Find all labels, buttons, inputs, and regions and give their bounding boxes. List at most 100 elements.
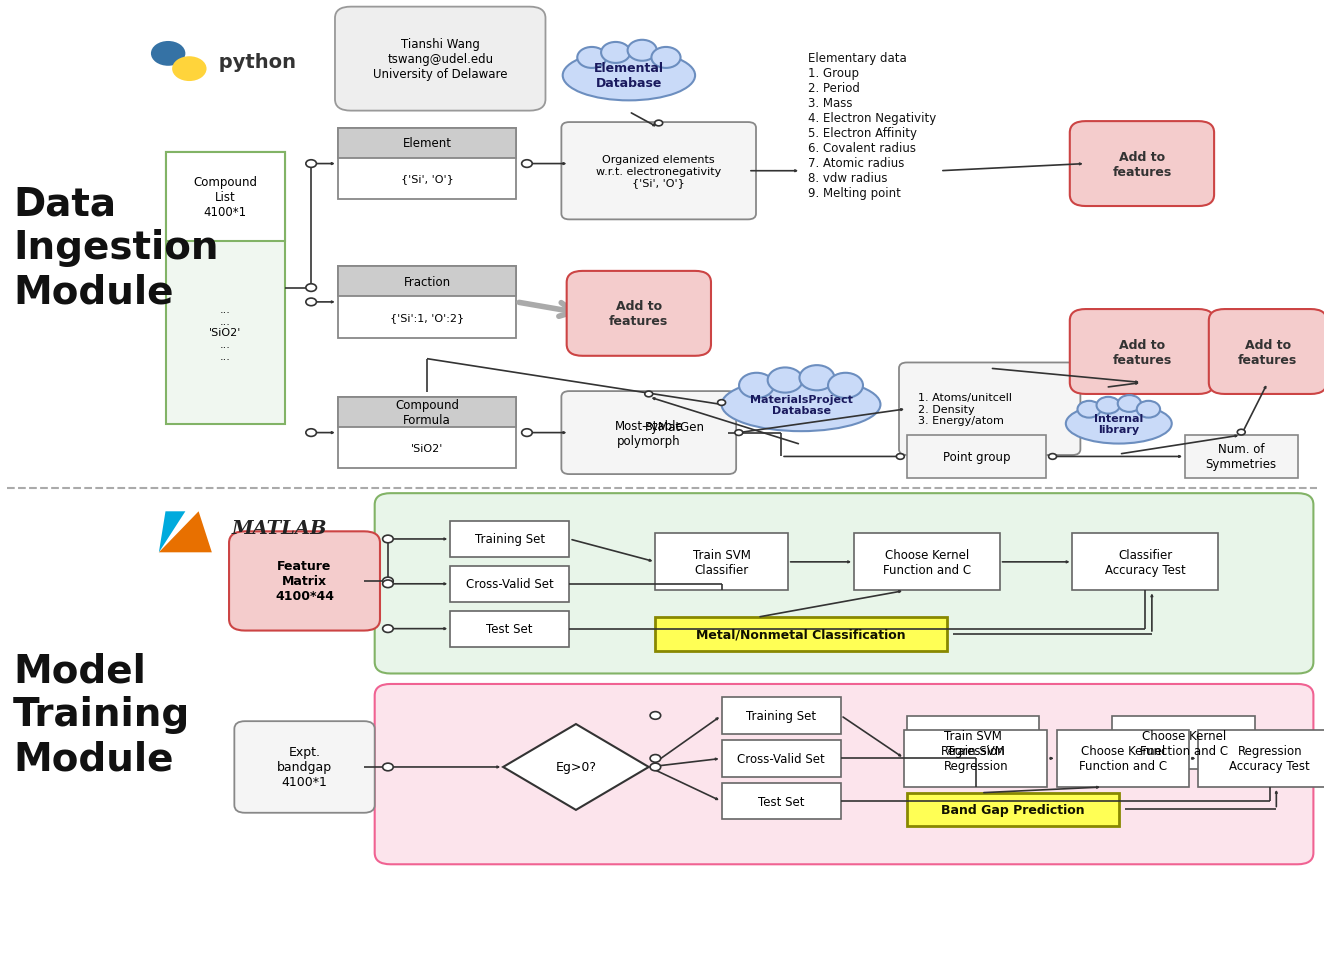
Text: Train SVM
Regression: Train SVM Regression <box>944 744 1008 773</box>
FancyBboxPatch shape <box>561 392 736 475</box>
Bar <box>450 566 569 602</box>
Polygon shape <box>159 512 212 553</box>
Bar <box>1057 730 1189 787</box>
Text: Add to
features: Add to features <box>609 300 669 328</box>
Text: Element: Element <box>402 137 451 151</box>
Circle shape <box>151 42 185 67</box>
FancyBboxPatch shape <box>1070 122 1214 207</box>
Bar <box>1185 436 1298 478</box>
Ellipse shape <box>722 378 880 432</box>
Text: Test Set: Test Set <box>486 622 534 636</box>
Circle shape <box>650 763 661 771</box>
Text: Train SVM
Regression: Train SVM Regression <box>941 729 1005 757</box>
Text: python: python <box>212 52 295 71</box>
Bar <box>338 397 516 469</box>
Text: Train SVM
Classifier: Train SVM Classifier <box>692 548 751 577</box>
Circle shape <box>1096 397 1120 415</box>
Text: 'SiO2': 'SiO2' <box>410 443 444 453</box>
Polygon shape <box>159 512 185 553</box>
Circle shape <box>306 299 316 307</box>
FancyBboxPatch shape <box>229 532 380 631</box>
Bar <box>655 618 947 651</box>
Circle shape <box>601 43 630 64</box>
FancyBboxPatch shape <box>561 123 756 220</box>
Text: Classifier
Accuracy Test: Classifier Accuracy Test <box>1106 548 1185 577</box>
Circle shape <box>735 431 743 436</box>
Bar <box>907 436 1046 478</box>
Ellipse shape <box>563 51 695 101</box>
Text: Choose Kernel
Function and C: Choose Kernel Function and C <box>883 548 970 577</box>
Text: {'Si', 'O'}: {'Si', 'O'} <box>401 174 453 184</box>
Circle shape <box>1237 430 1245 436</box>
Text: Compound
List
4100*1: Compound List 4100*1 <box>193 175 257 219</box>
Polygon shape <box>503 724 649 810</box>
Bar <box>854 534 1000 591</box>
Circle shape <box>896 455 904 460</box>
Circle shape <box>522 160 532 168</box>
Bar <box>722 740 841 777</box>
FancyBboxPatch shape <box>1070 310 1214 395</box>
Text: Regression
Accuracy Test: Regression Accuracy Test <box>1230 744 1309 773</box>
Text: Compound
Formula: Compound Formula <box>395 398 459 426</box>
Bar <box>907 793 1119 826</box>
Bar <box>338 397 516 427</box>
Circle shape <box>577 48 606 69</box>
Circle shape <box>628 41 657 62</box>
Bar <box>1072 534 1218 591</box>
Circle shape <box>800 366 834 391</box>
Text: MATLAB: MATLAB <box>232 520 327 537</box>
Bar <box>450 611 569 647</box>
Bar <box>1198 730 1324 787</box>
Text: Most-stable
polymorph: Most-stable polymorph <box>614 419 683 447</box>
Text: Add to
features: Add to features <box>1112 151 1172 178</box>
Text: Internal
library: Internal library <box>1094 414 1144 435</box>
FancyBboxPatch shape <box>1209 310 1324 395</box>
Circle shape <box>739 374 775 398</box>
Bar <box>1112 717 1255 769</box>
Text: PyMatGen: PyMatGen <box>645 420 706 434</box>
Bar <box>338 129 516 200</box>
Circle shape <box>650 712 661 720</box>
FancyBboxPatch shape <box>375 494 1313 674</box>
FancyBboxPatch shape <box>335 8 545 112</box>
Text: Add to
features: Add to features <box>1238 338 1298 366</box>
Bar <box>722 783 841 820</box>
Text: Metal/Nonmetal Classification: Metal/Nonmetal Classification <box>696 628 906 640</box>
FancyBboxPatch shape <box>234 721 375 813</box>
Circle shape <box>306 429 316 437</box>
Text: Cross-Valid Set: Cross-Valid Set <box>466 578 553 591</box>
Text: Elemental
Database: Elemental Database <box>594 62 663 91</box>
FancyBboxPatch shape <box>375 684 1313 864</box>
Text: 1. Atoms/unitcell
2. Density
3. Energy/atom: 1. Atoms/unitcell 2. Density 3. Energy/a… <box>918 393 1012 426</box>
Circle shape <box>383 580 393 588</box>
Bar <box>655 534 788 591</box>
Text: Num. of
Symmetries: Num. of Symmetries <box>1206 443 1276 471</box>
Text: ...
...
'SiO2'
...
...: ... ... 'SiO2' ... ... <box>209 305 241 361</box>
Text: MaterialsProject
Database: MaterialsProject Database <box>749 395 853 416</box>
Text: Point group: Point group <box>943 451 1010 463</box>
Text: Data
Ingestion
Module: Data Ingestion Module <box>13 185 218 311</box>
Text: Training Set: Training Set <box>747 709 816 722</box>
Text: Choose Kernel
Function and C: Choose Kernel Function and C <box>1140 729 1227 757</box>
Text: Tianshi Wang
tswang@udel.edu
University of Delaware: Tianshi Wang tswang@udel.edu University … <box>373 38 507 81</box>
Bar <box>722 698 841 734</box>
Circle shape <box>1137 401 1160 418</box>
Circle shape <box>383 625 393 633</box>
Circle shape <box>650 755 661 762</box>
Circle shape <box>654 121 662 127</box>
Text: Eg>0?: Eg>0? <box>556 760 596 774</box>
Circle shape <box>383 536 393 543</box>
Circle shape <box>172 57 207 82</box>
Circle shape <box>1049 455 1057 460</box>
Circle shape <box>718 400 726 406</box>
Text: Cross-Valid Set: Cross-Valid Set <box>737 752 825 765</box>
Bar <box>338 129 516 159</box>
Text: Add to
features: Add to features <box>1112 338 1172 366</box>
Circle shape <box>306 284 316 292</box>
Text: Band Gap Prediction: Band Gap Prediction <box>941 803 1084 816</box>
Bar <box>450 521 569 558</box>
Bar <box>338 267 516 338</box>
Bar <box>166 152 285 424</box>
Text: Elementary data
1. Group
2. Period
3. Mass
4. Electron Negativity
5. Electron Af: Elementary data 1. Group 2. Period 3. Ma… <box>808 52 936 200</box>
Circle shape <box>1117 395 1141 413</box>
